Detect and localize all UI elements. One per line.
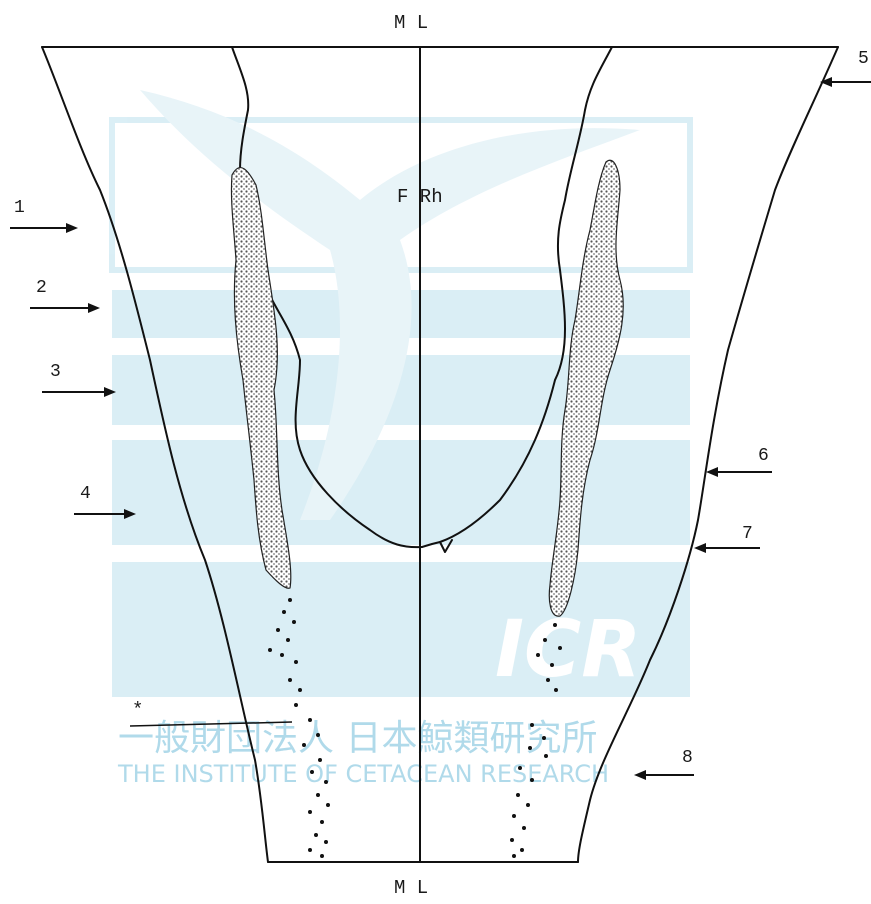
- left-dot-trail: [268, 598, 330, 858]
- marker-6-label: 6: [758, 446, 769, 466]
- marker-4: 4: [74, 484, 136, 519]
- marker-3: 3: [42, 362, 116, 397]
- marker-2: 2: [30, 278, 100, 313]
- marker-5: 5: [820, 49, 871, 87]
- watermark-logo: ICR: [495, 605, 641, 695]
- right-outer-contour: [577, 46, 839, 863]
- left-stippled-region: [230, 167, 292, 589]
- asterisk-pointer: [129, 721, 293, 727]
- inner-left-contour: [231, 46, 423, 549]
- marker-2-label: 2: [36, 278, 47, 298]
- marker-1-label: 1: [14, 198, 25, 218]
- notch: [421, 539, 453, 553]
- marker-3-label: 3: [50, 362, 61, 382]
- marker-5-label: 5: [858, 49, 869, 69]
- marker-8-label: 8: [682, 748, 693, 768]
- center-label: F Rh: [397, 186, 443, 208]
- right-stippled-region: [548, 159, 624, 617]
- right-dot-trail: [510, 623, 562, 858]
- inner-right-contour: [439, 46, 613, 543]
- watermark-band-4: [112, 562, 690, 697]
- marker-7-label: 7: [742, 524, 753, 544]
- watermark-whale-tail: [140, 90, 640, 520]
- marker-1: 1: [10, 198, 78, 233]
- watermark-english: THE INSTITUTE OF CETACEAN RESEARCH: [117, 760, 609, 788]
- marker-8: 8: [634, 748, 694, 780]
- marker-4-label: 4: [80, 484, 91, 504]
- bottom-midline-label: M L: [394, 877, 428, 899]
- marker-7: 7: [694, 524, 760, 553]
- left-outer-contour: [41, 46, 269, 863]
- marker-6: 6: [706, 446, 772, 477]
- top-midline-label: M L: [394, 12, 428, 34]
- asterisk-label: *: [132, 699, 143, 721]
- watermark-band-3: [112, 440, 690, 545]
- watermark: ICR 一般財団法人 日本鯨類研究所 THE INSTITUTE OF CETA…: [109, 90, 693, 788]
